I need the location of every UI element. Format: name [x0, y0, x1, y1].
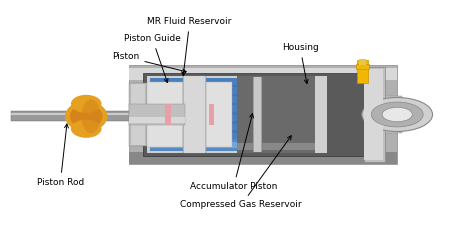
Bar [150, 103, 188, 105]
Bar [356, 64, 369, 69]
Bar [359, 59, 365, 65]
Bar [209, 104, 214, 125]
Bar [150, 130, 188, 133]
Bar [11, 111, 152, 121]
Ellipse shape [82, 99, 100, 133]
Bar [199, 130, 237, 133]
Bar [128, 65, 397, 164]
Circle shape [382, 107, 412, 122]
Circle shape [371, 102, 423, 127]
Bar [383, 96, 402, 133]
Bar [131, 84, 145, 145]
Bar [199, 112, 237, 114]
Bar [150, 148, 188, 151]
Bar [150, 94, 188, 96]
Text: Accumulator Piston: Accumulator Piston [190, 114, 277, 191]
Text: MR Fluid Reservoir: MR Fluid Reservoir [147, 17, 232, 76]
Text: Piston Guide: Piston Guide [124, 34, 181, 83]
Bar [199, 139, 237, 151]
Bar [357, 60, 367, 83]
Text: Compressed Gas Reservoir: Compressed Gas Reservoir [181, 136, 302, 210]
Bar [364, 69, 383, 160]
Text: Piston: Piston [112, 52, 186, 73]
Bar [143, 73, 378, 156]
Ellipse shape [70, 104, 102, 128]
Bar [128, 83, 147, 146]
Bar [199, 94, 237, 96]
Bar [11, 113, 152, 115]
Text: Piston Rod: Piston Rod [36, 124, 84, 187]
Bar [237, 143, 315, 150]
Bar [128, 104, 185, 125]
Bar [197, 82, 232, 147]
Ellipse shape [71, 95, 101, 113]
Bar [199, 139, 237, 142]
Bar [255, 77, 261, 152]
Text: Housing: Housing [282, 43, 319, 84]
Bar [150, 139, 188, 142]
Bar [128, 68, 397, 80]
Bar [128, 152, 397, 164]
Bar [199, 78, 237, 151]
Bar [237, 76, 315, 153]
Ellipse shape [71, 120, 101, 138]
Bar [199, 121, 237, 124]
Bar [147, 82, 183, 147]
Bar [150, 139, 188, 151]
Bar [165, 104, 171, 125]
Bar [150, 112, 188, 114]
Bar [150, 85, 188, 87]
Bar [183, 76, 206, 153]
Bar [128, 117, 185, 123]
Bar [199, 148, 237, 151]
Bar [150, 78, 188, 151]
Bar [147, 76, 327, 153]
Bar [364, 67, 385, 162]
Ellipse shape [65, 101, 108, 132]
Bar [150, 121, 188, 124]
Bar [254, 77, 262, 152]
Circle shape [362, 98, 433, 131]
Bar [199, 85, 237, 87]
Bar [199, 103, 237, 105]
Bar [188, 78, 197, 151]
Bar [184, 76, 205, 153]
